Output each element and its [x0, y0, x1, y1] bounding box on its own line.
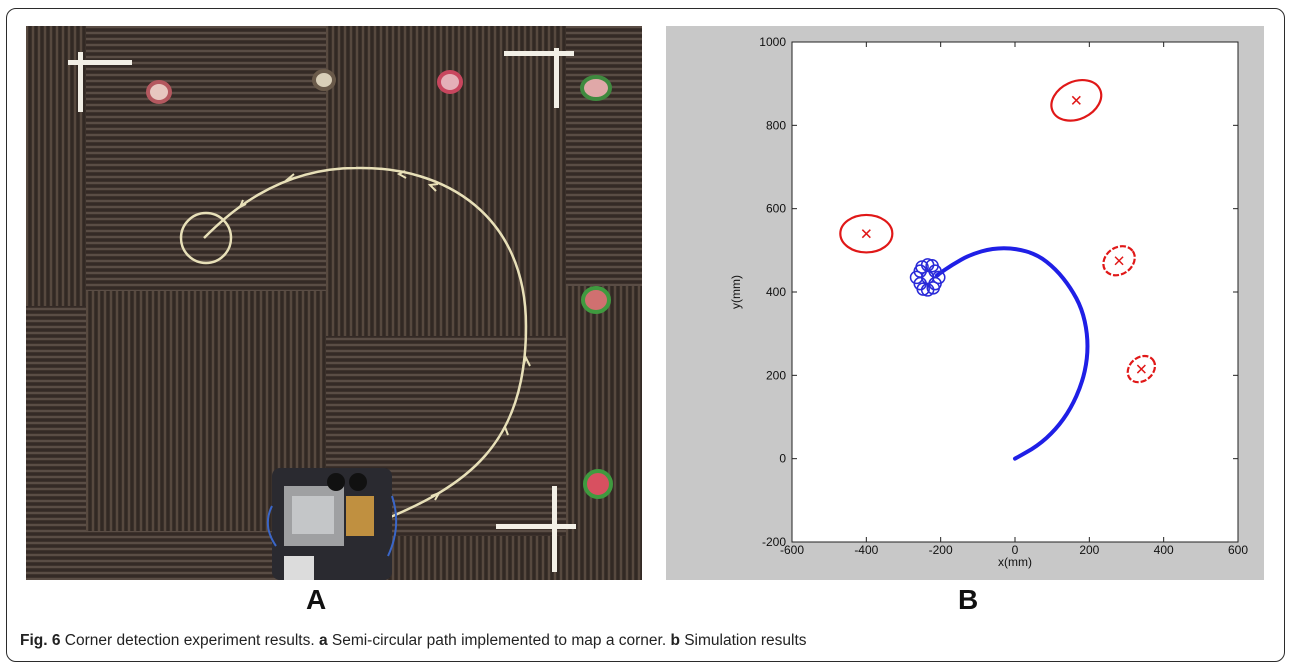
x-tick-label: 200 [1079, 543, 1099, 557]
x-tick-label: -400 [854, 543, 878, 557]
y-tick-label: 400 [766, 285, 786, 299]
caption-b-label: b [670, 632, 680, 649]
y-tick-label: 200 [766, 368, 786, 382]
caption-text-1: Corner detection experiment results. [60, 632, 319, 649]
landmark-ellipse [839, 213, 894, 254]
x-axis-label: x(mm) [998, 555, 1032, 569]
figure-caption: Fig. 6 Corner detection experiment resul… [20, 632, 807, 650]
caption-text-3: Simulation results [679, 632, 807, 649]
x-tick-label: -600 [780, 543, 804, 557]
simulation-plot: -600 -400 -200 0 200 400 600 -200 0 200 400 600 800 1… [729, 35, 1248, 569]
landmark-marker [1136, 364, 1146, 374]
pose-uncertainty-ellipse [926, 281, 940, 295]
pose-uncertainty-ellipse [909, 270, 924, 285]
landmark-marker [1071, 95, 1081, 105]
y-tick-label: 600 [766, 202, 786, 216]
pose-uncertainty-ellipse [925, 259, 939, 273]
y-axis-label: y(mm) [729, 275, 743, 309]
caption-fig-label: Fig. 6 [20, 632, 61, 649]
x-tick-label: 600 [1228, 543, 1248, 557]
landmark-ellipse [1050, 78, 1103, 122]
pose-uncertainty-ellipse [932, 270, 946, 285]
robot-photo-icon [26, 26, 642, 580]
pose-uncertainty-ellipse [915, 260, 929, 274]
landmark-marker [1114, 256, 1124, 266]
landmark-ellipse [1126, 354, 1157, 384]
y-tick-label: -200 [762, 535, 786, 549]
panel-a-label: A [306, 584, 327, 615]
pose-uncertainty-ellipse [920, 258, 935, 272]
y-tick-label: 800 [766, 118, 786, 132]
x-tick-label: -200 [929, 543, 953, 557]
x-tick-label: 0 [1012, 543, 1019, 557]
caption-a-label: a [318, 632, 328, 649]
robot-path-series [934, 246, 1090, 461]
y-tick-label: 1000 [759, 35, 786, 49]
pose-uncertainty-ellipse [920, 283, 935, 297]
y-tick-label: 0 [779, 452, 786, 466]
pose-uncertainty-ellipse [916, 282, 930, 296]
simulation-plot-panel: -600 -400 -200 0 200 400 600 -200 0 200 400 600 800 1… [666, 26, 1264, 580]
panel-b-label: B [958, 584, 979, 615]
landmark-marker [861, 229, 871, 239]
x-tick-label: 400 [1154, 543, 1174, 557]
experiment-photo [26, 26, 642, 580]
caption-text-2: Semi-circular path implemented to map a … [327, 632, 671, 649]
plot-area [791, 41, 1239, 543]
